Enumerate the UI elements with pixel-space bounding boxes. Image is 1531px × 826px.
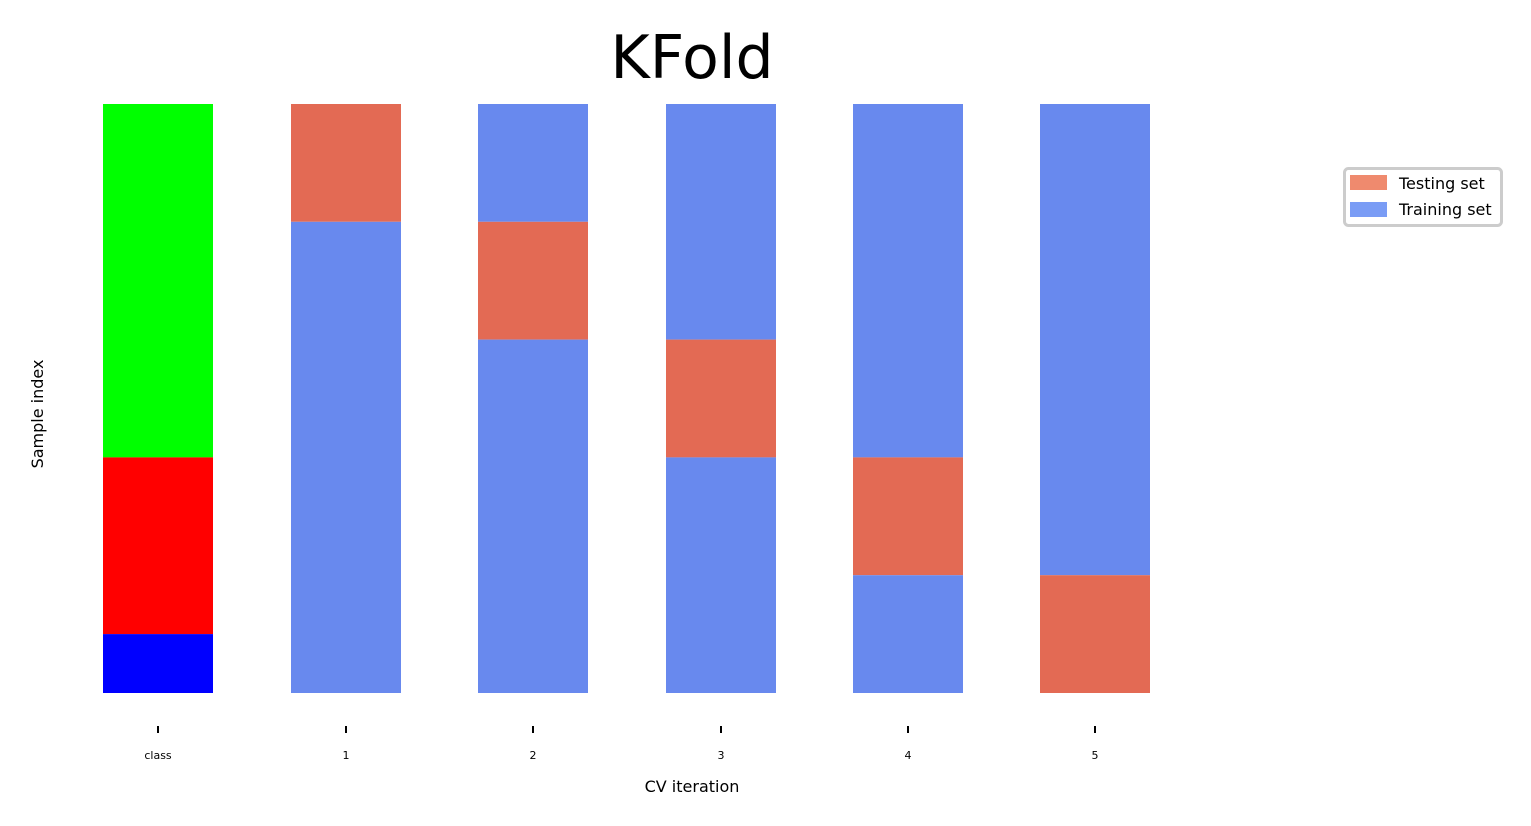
fold-3-training-lower bbox=[666, 457, 776, 693]
x-ticks-group: class 1 2 3 4 5 bbox=[144, 726, 1099, 762]
legend-label-testing: Testing set bbox=[1398, 174, 1485, 193]
fold-4-testing bbox=[853, 457, 963, 576]
fold-4-training-upper bbox=[853, 104, 963, 458]
x-tick-label-class: class bbox=[144, 749, 172, 762]
fold-3-testing bbox=[666, 339, 776, 458]
x-tick-label-2: 2 bbox=[530, 749, 537, 762]
legend-swatch-training bbox=[1350, 202, 1387, 217]
fold-1-training-lower bbox=[291, 221, 401, 694]
fold-2-training-upper bbox=[478, 104, 588, 222]
legend-swatch-testing bbox=[1350, 175, 1387, 190]
y-axis-label: Sample index bbox=[28, 360, 47, 469]
x-tick-label-5: 5 bbox=[1092, 749, 1099, 762]
bars-group bbox=[103, 104, 1150, 694]
fold-2-testing bbox=[478, 221, 588, 340]
fold-1-testing bbox=[291, 104, 401, 222]
fold-5-testing bbox=[1040, 575, 1150, 693]
fold-4-training-lower bbox=[853, 575, 963, 693]
x-axis-label: CV iteration bbox=[645, 777, 740, 796]
legend-label-training: Training set bbox=[1398, 200, 1492, 219]
class-segment-2 bbox=[103, 457, 213, 635]
chart-title: KFold bbox=[610, 23, 773, 93]
fold-2-training-lower bbox=[478, 339, 588, 693]
x-tick-label-4: 4 bbox=[905, 749, 912, 762]
x-tick-label-3: 3 bbox=[718, 749, 725, 762]
fold-5-training-upper bbox=[1040, 104, 1150, 576]
class-segment-1 bbox=[103, 104, 213, 458]
fold-3-training-upper bbox=[666, 104, 776, 340]
x-tick-label-1: 1 bbox=[343, 749, 350, 762]
class-segment-3 bbox=[103, 634, 213, 693]
legend: Testing set Training set bbox=[1343, 167, 1503, 227]
